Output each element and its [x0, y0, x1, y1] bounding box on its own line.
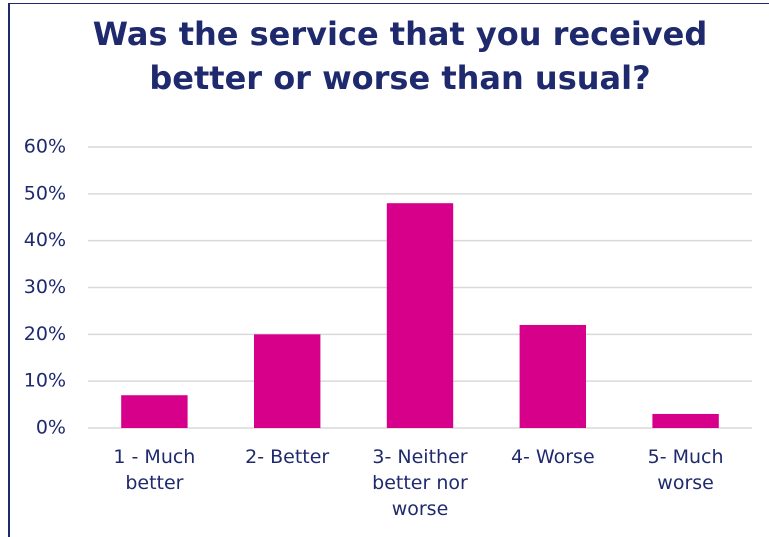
x-tick-label: 2- Better	[245, 446, 330, 468]
y-tick-label: 60%	[24, 136, 66, 158]
bar	[121, 395, 188, 428]
y-tick-label: 10%	[24, 370, 66, 392]
bar	[652, 413, 719, 428]
bar	[519, 324, 586, 428]
x-tick-label: 1 - Much better	[113, 446, 196, 494]
y-tick-label: 30%	[24, 276, 66, 298]
x-tick-label: 5- Much worse	[647, 446, 724, 494]
y-tick-label: 40%	[24, 229, 66, 251]
frame	[8, 3, 769, 537]
x-tick-label: 4- Worse	[510, 446, 595, 468]
y-tick-label: 50%	[24, 182, 66, 204]
bar	[254, 334, 321, 428]
chart-title: Was the service that you received better…	[92, 15, 708, 97]
y-tick-label: 0%	[36, 417, 66, 439]
bar	[386, 203, 454, 428]
x-tick-label: 3- Neither better nor worse	[372, 446, 468, 520]
y-tick-label: 20%	[24, 323, 66, 345]
